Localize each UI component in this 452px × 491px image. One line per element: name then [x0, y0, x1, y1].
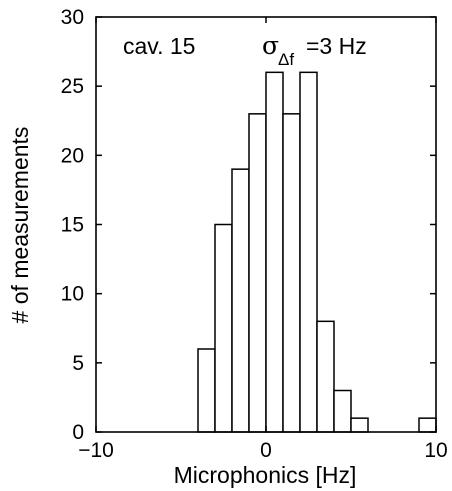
histogram-bar — [231, 168, 250, 433]
histogram-bar — [350, 417, 369, 433]
y-tick-label: 15 — [61, 214, 84, 237]
histogram-bar — [197, 348, 216, 433]
sigma-symbol: σ — [262, 31, 279, 60]
histogram-bar — [248, 113, 267, 433]
x-axis-label: Microphonics [Hz] — [174, 462, 357, 488]
histogram-bar — [299, 71, 318, 433]
histogram-bar — [265, 71, 284, 433]
sigma-value: =3 Hz — [306, 33, 367, 59]
histogram-bar — [418, 417, 437, 433]
sigma-subscript: Δf — [278, 50, 294, 69]
histogram-bar — [333, 389, 352, 433]
histogram-bars — [197, 71, 437, 433]
histogram-bar — [214, 223, 233, 433]
histogram-bar — [282, 113, 301, 433]
y-axis-label: # of measurements — [7, 127, 33, 324]
x-tick-label: −10 — [78, 439, 114, 462]
x-tick-label: 0 — [260, 439, 272, 462]
histogram-bar — [316, 320, 335, 433]
y-tick-label: 25 — [61, 75, 84, 98]
y-tick-label: 5 — [72, 352, 84, 375]
y-tick-label: 10 — [61, 283, 84, 306]
y-tick-label: 20 — [61, 144, 84, 167]
cavity-label: cav. 15 — [123, 33, 195, 59]
y-tick-label: 30 — [61, 6, 84, 29]
x-tick-label: 10 — [424, 439, 447, 462]
y-tick-label: 0 — [72, 421, 84, 444]
